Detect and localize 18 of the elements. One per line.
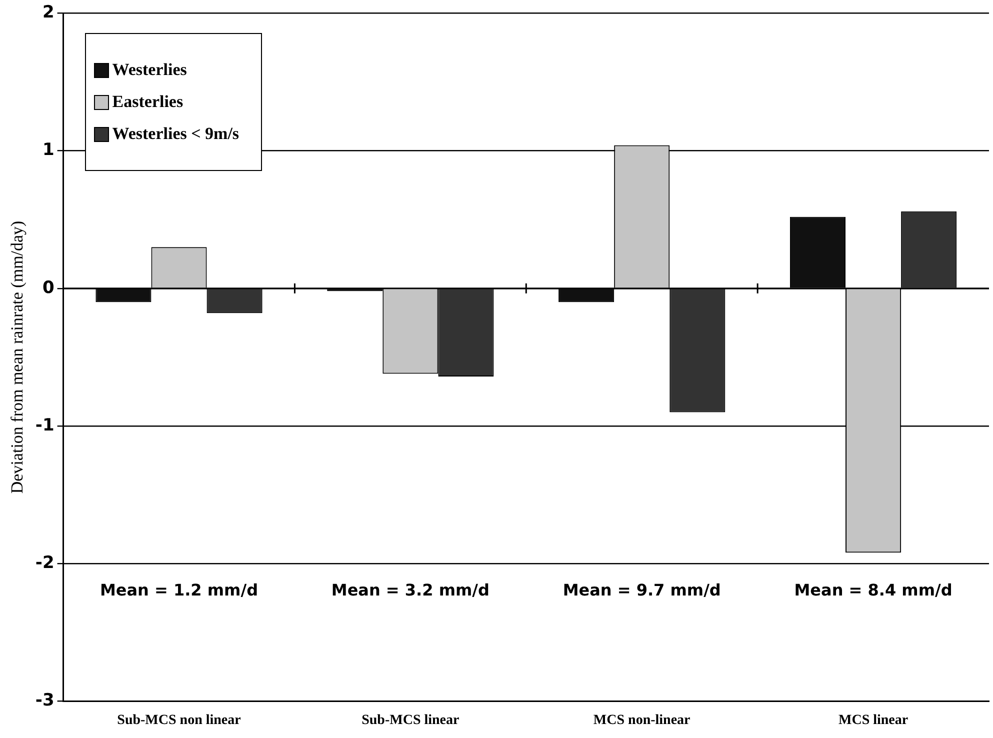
legend-label: Easterlies — [112, 92, 184, 112]
x-tick-label: Sub-MCS non linear — [117, 713, 241, 728]
x-tick-label: Sub-MCS linear — [362, 713, 460, 728]
annotation: Mean = 9.7 mm/d — [562, 580, 721, 600]
y-tick-label: -3 — [35, 690, 54, 711]
y-axis-title: Deviation from mean rainrate (mm/day) — [8, 220, 27, 494]
annotation: Mean = 3.2 mm/d — [331, 580, 490, 600]
y-tick-label: -2 — [35, 553, 54, 574]
y-tick-label: 2 — [42, 2, 54, 23]
legend-label: Westerlies < 9m/s — [112, 124, 240, 144]
legend-label: Westerlies — [112, 60, 187, 80]
annotation: Mean = 8.4 mm/d — [794, 580, 952, 600]
y-tick-label: -1 — [35, 415, 54, 436]
y-tick-label: 0 — [42, 278, 54, 298]
x-tick-label: MCS linear — [838, 713, 908, 728]
y-tick-label: 1 — [42, 140, 54, 160]
x-tick-label: MCS non-linear — [593, 713, 690, 728]
annotation: Mean = 1.2 mm/d — [100, 580, 258, 600]
